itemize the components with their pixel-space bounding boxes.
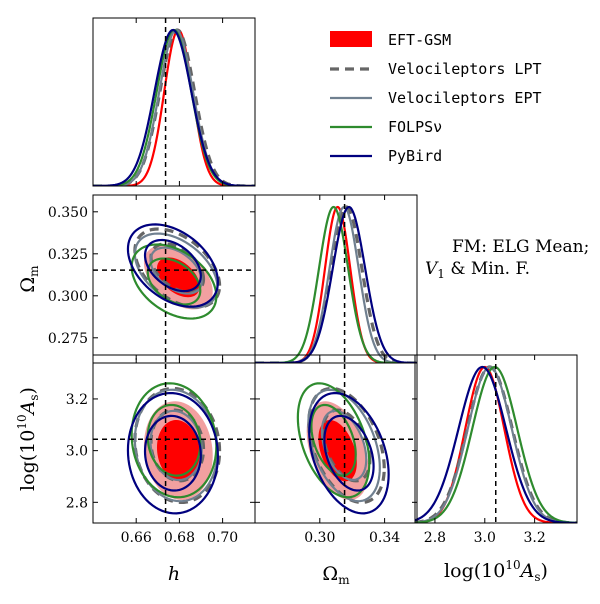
contour-fill-68-0 xyxy=(156,419,200,482)
ytick-label: 0.350 xyxy=(48,205,88,221)
contour-68-4 xyxy=(323,414,375,492)
panel-frame-1-2 xyxy=(254,354,418,524)
marginal-h xyxy=(93,18,255,186)
marginal-curve-h-1 xyxy=(93,28,255,186)
legend-label-1: Velocileptors LPT xyxy=(388,60,542,78)
contour-95-2 xyxy=(307,388,381,503)
ylabel-om: Ωm xyxy=(17,265,41,293)
legend-label-4: PyBird xyxy=(388,147,442,165)
contour-95-3 xyxy=(296,382,371,499)
ytick-label: 3.2 xyxy=(66,392,88,408)
ytick-label: 3.0 xyxy=(66,444,88,460)
contour-95-4 xyxy=(308,391,390,515)
marginal-curve-h-3 xyxy=(93,28,255,186)
marginal-curve-h-2 xyxy=(93,28,255,186)
contour-fill-68-0 xyxy=(318,419,357,482)
xtick-label: 0.30 xyxy=(304,530,335,546)
marginal-om xyxy=(255,195,417,363)
joint-om-las xyxy=(255,355,417,523)
contour-68-2 xyxy=(320,409,368,482)
contour-68-4 xyxy=(143,238,202,293)
xtick-label: 3.0 xyxy=(474,530,496,546)
annotation-line2: V1 & Min. F. xyxy=(425,259,530,281)
annotation-line1: FM: ELG Mean; xyxy=(452,237,589,257)
marginal-curve-h-0 xyxy=(93,28,255,186)
xtick-label: 0.34 xyxy=(369,530,400,546)
joint-h-las xyxy=(93,355,255,523)
contour-68-3 xyxy=(146,257,202,306)
legend-label-2: Velocileptors EPT xyxy=(388,89,542,107)
legend-swatch-0 xyxy=(330,31,372,47)
joint-h-om xyxy=(93,195,255,363)
xtick-label: 0.68 xyxy=(164,530,195,546)
xtick-label: 2.8 xyxy=(424,530,446,546)
contour-95-2 xyxy=(133,388,219,503)
ytick-label: 0.325 xyxy=(48,247,88,263)
xlabel-las: log(1010As) xyxy=(444,558,548,584)
panel-frame-0-0 xyxy=(92,17,256,187)
legend-label-3: FOLPSν xyxy=(388,118,442,136)
xlabel-h: h xyxy=(168,563,180,585)
xtick-label: 0.70 xyxy=(207,530,238,546)
ytick-label: 0.275 xyxy=(48,331,88,347)
contour-95-4 xyxy=(126,223,220,308)
xtick-label: 0.66 xyxy=(121,530,152,546)
contour-95-4 xyxy=(126,391,220,515)
contour-68-2 xyxy=(149,246,203,295)
ylabel-las: log(1010As) xyxy=(15,387,41,491)
ytick-label: 2.8 xyxy=(66,495,88,511)
panel-frame-1-1 xyxy=(254,194,418,364)
legend: EFT-GSM Velocileptors LPT Velocileptors EP… xyxy=(330,31,542,165)
contour-68-2 xyxy=(149,409,203,482)
marginal-curve-h-4 xyxy=(93,28,255,186)
marginal-curve-om-2 xyxy=(255,205,417,363)
marginal-las xyxy=(415,355,577,523)
contour-68-4 xyxy=(143,414,202,492)
legend-label-0: EFT-GSM xyxy=(388,31,451,49)
panel-frame-2-2 xyxy=(414,354,578,524)
xlabel-om: Ωm xyxy=(322,563,350,587)
contour-95-3 xyxy=(130,382,218,499)
ytick-label: 0.300 xyxy=(48,289,88,305)
xtick-label: 3.2 xyxy=(523,530,545,546)
